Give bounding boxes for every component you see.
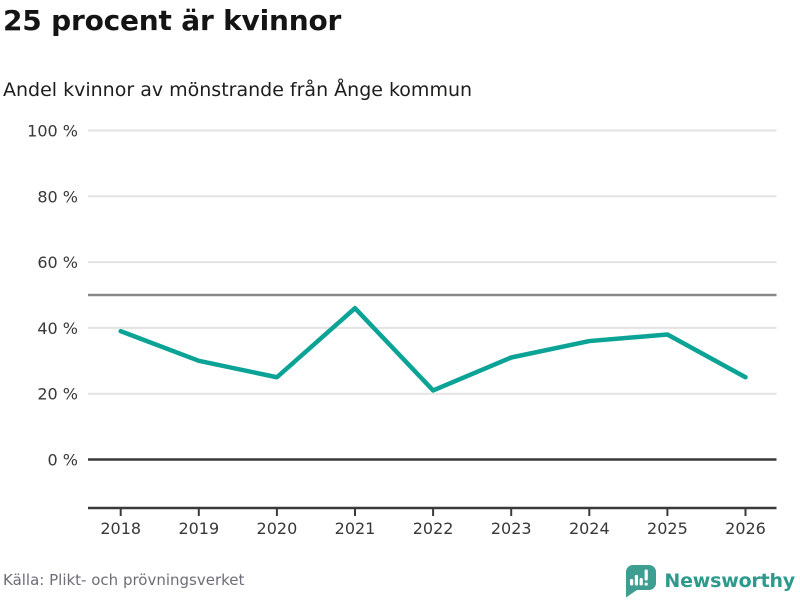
x-axis-tick-label: 2022 (413, 519, 454, 538)
bar-chart-glyph (630, 569, 649, 586)
x-axis-tick-label: 2019 (178, 519, 219, 538)
y-axis-tick-label: 80 % (37, 187, 78, 206)
y-axis-tick-label: 100 % (27, 122, 78, 141)
x-axis-tick-label: 2023 (491, 519, 532, 538)
y-axis-tick-label: 60 % (37, 253, 78, 272)
chart-title: 25 procent är kvinnor (3, 4, 342, 37)
x-axis-tick-label: 2018 (100, 519, 141, 538)
data-line (118, 305, 748, 393)
chart-subtitle: Andel kvinnor av mönstrande från Ånge ko… (3, 79, 473, 101)
x-axis-tick-label: 2026 (725, 519, 766, 538)
x-axis-tick-label: 2024 (569, 519, 610, 538)
y-axis-tick-label: 40 % (37, 319, 78, 338)
x-axis-tick-label: 2020 (257, 519, 298, 538)
source-note: Källa: Plikt- och prövningsverket (3, 571, 245, 589)
y-axis-tick-label: 0 % (48, 451, 78, 470)
newsworthy-logo-icon (626, 565, 657, 598)
y-axis-tick-label: 20 % (37, 385, 78, 404)
newsworthy-logo: Newsworthy (623, 564, 795, 598)
x-axis-tick-label: 2025 (647, 519, 688, 538)
newsworthy-logo-text: Newsworthy (664, 570, 795, 592)
x-axis-tick-label: 2021 (335, 519, 376, 538)
